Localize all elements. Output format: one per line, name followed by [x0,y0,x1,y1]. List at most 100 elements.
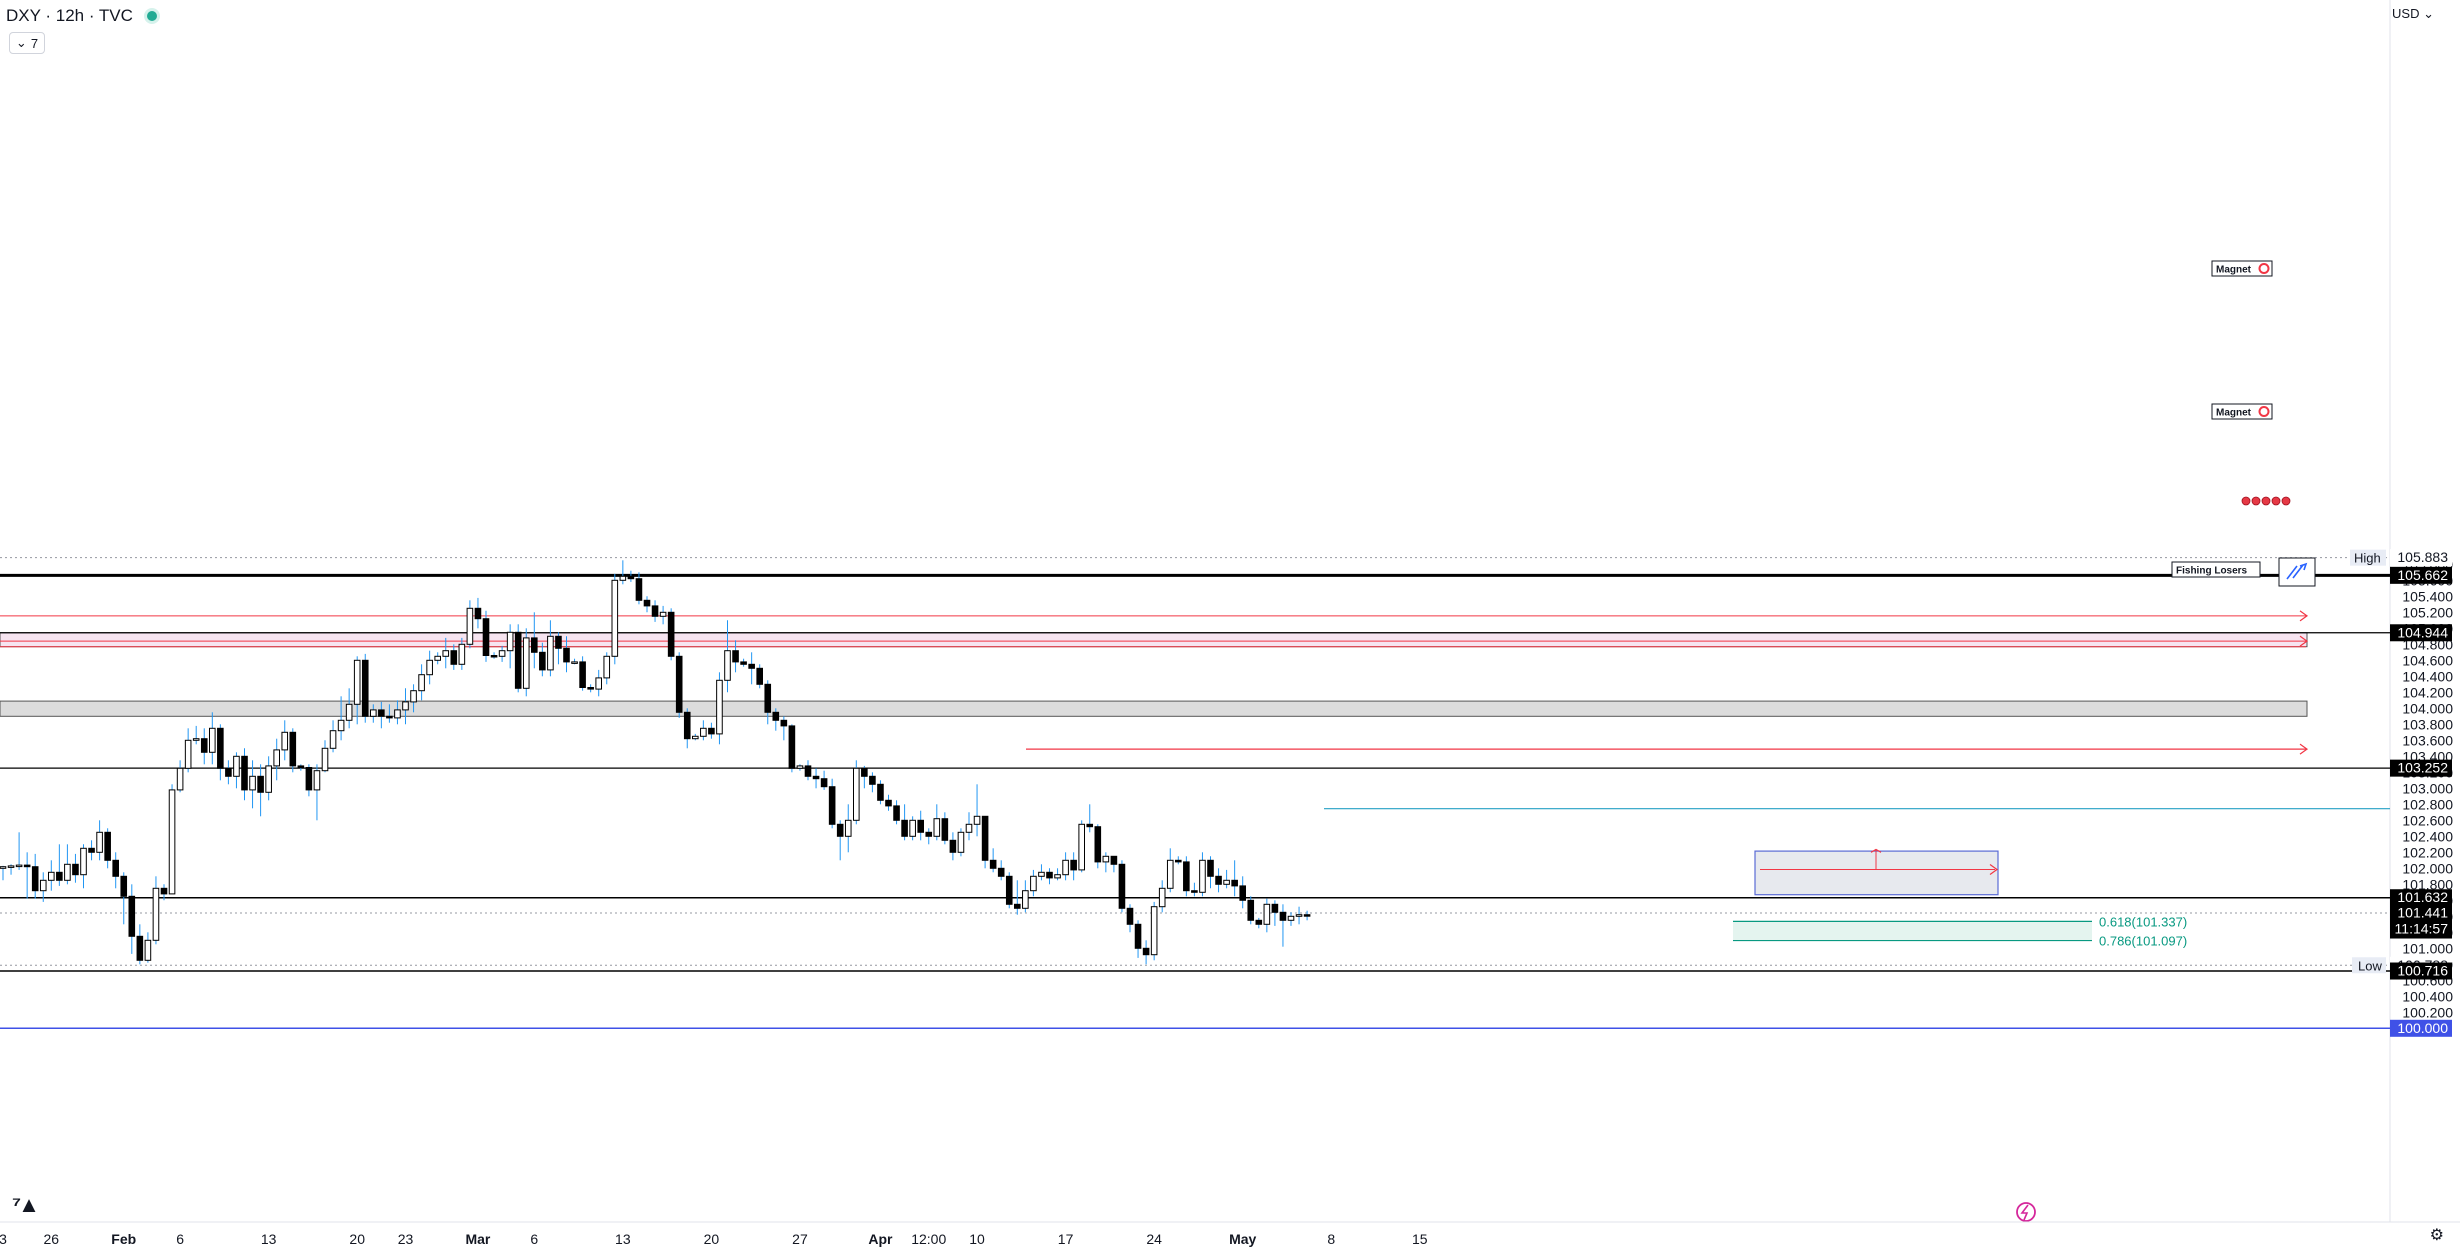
candle [89,840,95,860]
candle [684,708,690,748]
candle [1095,824,1101,868]
time-tick-label: 20 [704,1231,720,1247]
candle-body [765,684,771,712]
candle [676,652,682,718]
candle [201,728,207,764]
candle [797,764,803,770]
candle [644,596,650,612]
face-icon [2262,497,2270,505]
candle [226,760,232,784]
candle-body [153,888,159,940]
candle [765,680,771,724]
price-axis-label: 100.716 [2390,963,2452,980]
candle-body [998,868,1004,876]
candle-body [507,632,513,650]
fib-level-label: 0.786(101.097) [2099,934,2187,949]
candle-body [32,867,38,891]
candle-body [81,848,87,874]
candle-body [990,860,996,868]
candle-body [185,740,191,768]
candle-body [193,739,199,741]
candle [113,852,119,888]
candle-body [1103,856,1109,862]
candle-body [1039,872,1045,876]
candle-body [628,576,634,578]
candle [620,560,626,584]
candle-body [540,652,546,670]
candle [660,606,666,624]
candle [1184,856,1190,896]
candle-body [234,756,240,776]
candle [1055,868,1061,880]
candle-body [362,660,368,716]
candle-body [797,766,803,768]
candle-body [966,824,972,832]
candle-body [1208,860,1214,876]
candle [435,652,441,664]
candle-body [1240,886,1246,900]
candle [210,712,216,764]
candle [628,571,634,582]
candle-body [604,656,610,678]
candle-body [395,710,401,718]
candle-body [805,766,811,776]
symbol-header[interactable]: DXY · 12h · TVC [6,6,157,26]
time-tick-label: 26 [44,1231,60,1247]
candle-body [781,720,787,726]
candle [974,784,980,836]
gear-icon[interactable]: ⚙ [2430,1225,2444,1245]
indicators-toggle-button[interactable]: ⌄ 7 [9,32,45,54]
candle-body [982,816,988,860]
price-tick-label: 104.400 [2402,668,2453,684]
time-tick-label: May [1229,1231,1256,1247]
candle [169,784,175,894]
candle-body [958,832,964,852]
candle [8,864,14,874]
candle [998,860,1004,880]
bar-countdown-text: 11:14:57 [2395,921,2449,937]
candle-body [620,576,626,580]
candle-body [16,865,22,867]
candle [483,611,489,662]
candle-body [499,651,505,657]
candle-body [266,766,272,792]
candle [1200,852,1206,896]
time-tick-label: 3 [0,1231,7,1247]
candle-body [974,816,980,824]
candle-body [346,704,352,720]
candle [290,728,296,772]
candle-body [725,651,731,681]
candle-body [757,668,763,684]
candle [129,884,135,954]
candle [105,828,111,868]
candle-body [596,678,602,689]
candle-body [258,776,264,792]
candle-body [1151,907,1157,955]
candle-body [741,662,747,664]
fishing-losers-badge: Fishing Losers [2172,562,2260,577]
candle-body [443,651,449,657]
candle-body [435,656,441,660]
symbol-title: DXY · 12h · TVC [6,6,133,26]
candle-body [733,651,739,662]
currency-selector[interactable]: USD ⌄ [2392,6,2434,22]
candle-body [226,768,232,776]
candle-body [1264,904,1270,924]
candle-body [24,865,30,867]
candle-body [515,632,521,688]
candle [845,804,851,852]
candle [1119,860,1125,912]
time-tick-label: 20 [349,1231,365,1247]
candle [491,652,497,658]
candle-body [532,638,538,652]
candle [1224,870,1230,888]
candle-body [1135,924,1141,948]
candle-body [1184,862,1190,891]
candle-body [878,784,884,800]
candle-body [161,888,167,894]
candle [0,866,6,880]
candle-body [1296,915,1302,917]
